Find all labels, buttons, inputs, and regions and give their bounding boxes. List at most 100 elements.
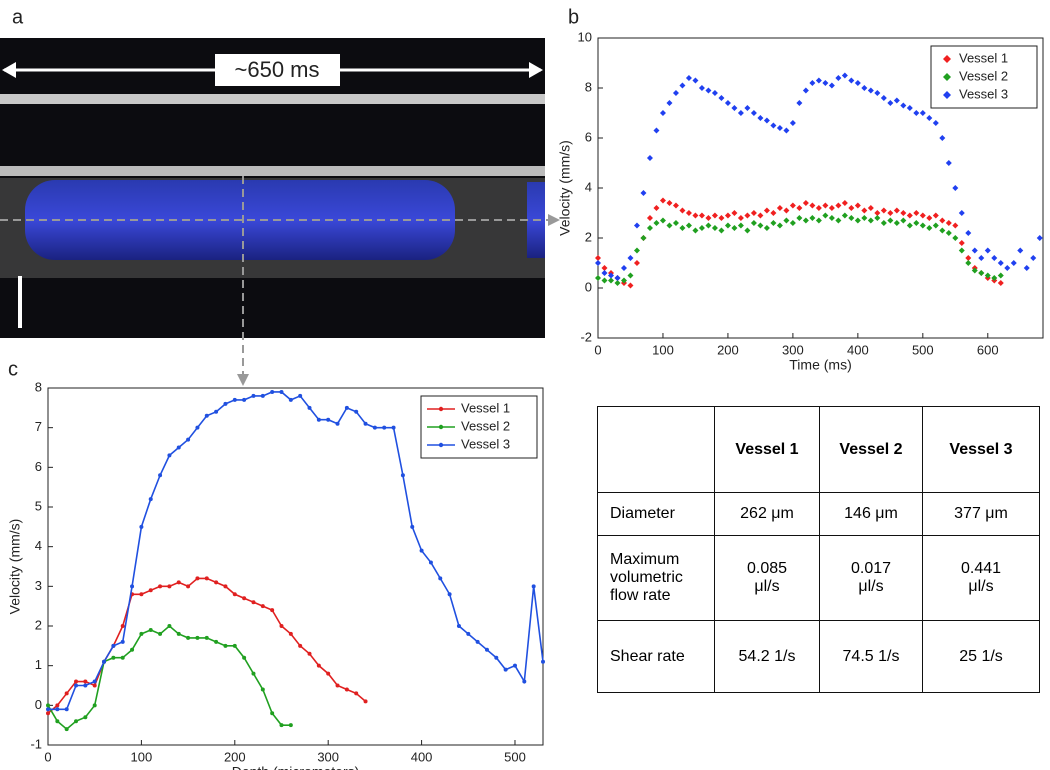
point: [158, 584, 163, 589]
point: [64, 707, 69, 712]
point: [335, 683, 340, 688]
point: [789, 220, 796, 226]
point: [653, 127, 660, 134]
point: [991, 275, 998, 281]
table-header-cell: Vessel 2: [819, 406, 923, 493]
point: [926, 225, 933, 231]
point: [887, 210, 894, 216]
duration-label: ~650 ms: [235, 57, 320, 82]
point: [939, 217, 946, 224]
point: [711, 225, 718, 231]
point: [835, 202, 842, 209]
point: [195, 576, 200, 581]
point: [763, 225, 770, 231]
x-tick-label: 500: [504, 749, 526, 764]
point: [74, 719, 79, 724]
point: [672, 220, 679, 226]
y-axis-label: Velocity (mm/s): [7, 519, 23, 615]
point: [633, 222, 640, 229]
point: [659, 217, 666, 224]
x-tick-label: 300: [317, 749, 339, 764]
point: [958, 210, 965, 216]
point: [260, 393, 265, 398]
point: [640, 235, 647, 241]
point: [627, 255, 634, 261]
point: [978, 255, 985, 261]
point: [926, 115, 933, 121]
point: [158, 631, 163, 636]
point: [223, 643, 228, 648]
point: [880, 220, 887, 226]
table-row-header: Diameter: [597, 492, 715, 536]
point: [447, 592, 452, 597]
point: [512, 663, 517, 668]
point: [854, 217, 861, 224]
point: [900, 217, 907, 224]
point: [939, 227, 946, 234]
line: [48, 391, 544, 711]
point: [354, 691, 359, 696]
point: [828, 215, 835, 221]
point: [475, 639, 480, 644]
point: [815, 217, 822, 224]
point: [887, 100, 894, 106]
point: [167, 584, 172, 589]
y-tick-label: 6: [585, 129, 592, 144]
point: [494, 655, 499, 660]
x-tick-label: 500: [912, 342, 934, 357]
point: [965, 230, 972, 236]
point: [614, 275, 621, 281]
point: [952, 235, 959, 241]
point: [757, 212, 764, 219]
point: [204, 576, 209, 581]
point: [997, 272, 1004, 279]
point: [653, 205, 660, 211]
y-tick-label: 2: [585, 229, 592, 244]
point: [724, 212, 731, 219]
point: [906, 222, 913, 229]
point: [789, 202, 796, 209]
point: [251, 600, 256, 605]
point: [288, 397, 293, 402]
y-tick-label: 1: [35, 657, 42, 672]
point: [874, 210, 881, 216]
table-cell: 0.017 μl/s: [819, 535, 923, 621]
point: [620, 277, 627, 284]
point: [1004, 265, 1011, 271]
point: [666, 100, 673, 106]
point: [945, 230, 952, 236]
point: [919, 222, 926, 229]
point: [679, 225, 686, 231]
point: [802, 217, 809, 224]
point: [633, 260, 640, 266]
point: [965, 260, 972, 266]
point: [139, 631, 144, 636]
point: [74, 679, 79, 684]
point: [692, 227, 699, 234]
point: [796, 215, 803, 221]
point: [783, 127, 790, 134]
point: [167, 624, 172, 628]
point: [867, 87, 874, 94]
point: [724, 222, 731, 229]
point: [809, 80, 816, 86]
point: [419, 548, 424, 553]
x-tick-label: 0: [594, 342, 601, 357]
point: [620, 265, 627, 271]
point: [614, 280, 621, 286]
y-tick-label: 8: [585, 79, 592, 94]
point: [685, 75, 692, 81]
results-table: Vessel 1 Vessel 2 Vessel 3 Diameter 262 …: [597, 406, 1040, 693]
point: [737, 222, 744, 229]
y-tick-label: 5: [35, 498, 42, 513]
point: [913, 110, 920, 116]
point: [541, 659, 545, 664]
legend-swatch: [438, 406, 444, 412]
y-tick-label: 10: [578, 29, 592, 44]
point: [698, 212, 705, 219]
point: [919, 212, 926, 219]
point: [607, 272, 614, 279]
point: [242, 655, 247, 660]
point: [841, 200, 848, 206]
table-cell: 377 μm: [922, 492, 1040, 536]
